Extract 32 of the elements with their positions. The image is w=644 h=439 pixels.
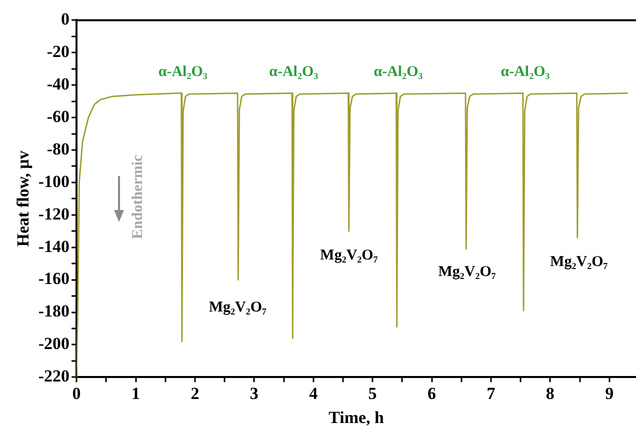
- y-tick-label: 0: [61, 10, 70, 29]
- y-tick-label: -160: [38, 269, 70, 288]
- y-tick-label: -60: [46, 106, 70, 126]
- x-tick-label: 7: [486, 384, 496, 403]
- x-tick-label: 9: [605, 384, 614, 403]
- y-tick-label: -200: [38, 334, 70, 354]
- y-tick-label: -120: [38, 204, 70, 224]
- y-tick-label: -20: [46, 42, 70, 62]
- annotation: Mg₂V₂O₇: [550, 254, 608, 270]
- y-tick-label: -40: [46, 74, 70, 94]
- y-tick-label: -220: [38, 366, 70, 386]
- y-tick-label: -140: [38, 236, 70, 256]
- x-tick-label: 8: [546, 384, 554, 403]
- annotation: Mg₂V₂O₇: [438, 264, 496, 280]
- x-tick-label: 1: [132, 384, 140, 403]
- y-tick-label: -100: [38, 172, 70, 191]
- annotation: Endothermic: [130, 154, 146, 239]
- x-tick-label: 4: [309, 384, 318, 403]
- y-axis-title: Heat flow, μv: [14, 150, 33, 247]
- annotation: Mg₂V₂O₇: [320, 247, 378, 264]
- x-tick-label: 5: [368, 384, 377, 403]
- annotation: α-Al₂O₃: [269, 64, 319, 80]
- x-tick-label: 3: [250, 384, 258, 403]
- x-axis-title: Time, h: [328, 408, 385, 428]
- y-tick-label: -80: [46, 139, 70, 158]
- annotation: Mg₂V₂O₇: [208, 299, 268, 316]
- annotation: α-Al₂O₃: [158, 64, 208, 80]
- y-tick-label: -180: [38, 302, 70, 321]
- x-tick-label: 2: [190, 384, 200, 403]
- annotation: α-Al₂O₃: [500, 64, 550, 80]
- x-tick-label: 6: [428, 384, 436, 403]
- annotation: α-Al₂O₃: [374, 64, 424, 80]
